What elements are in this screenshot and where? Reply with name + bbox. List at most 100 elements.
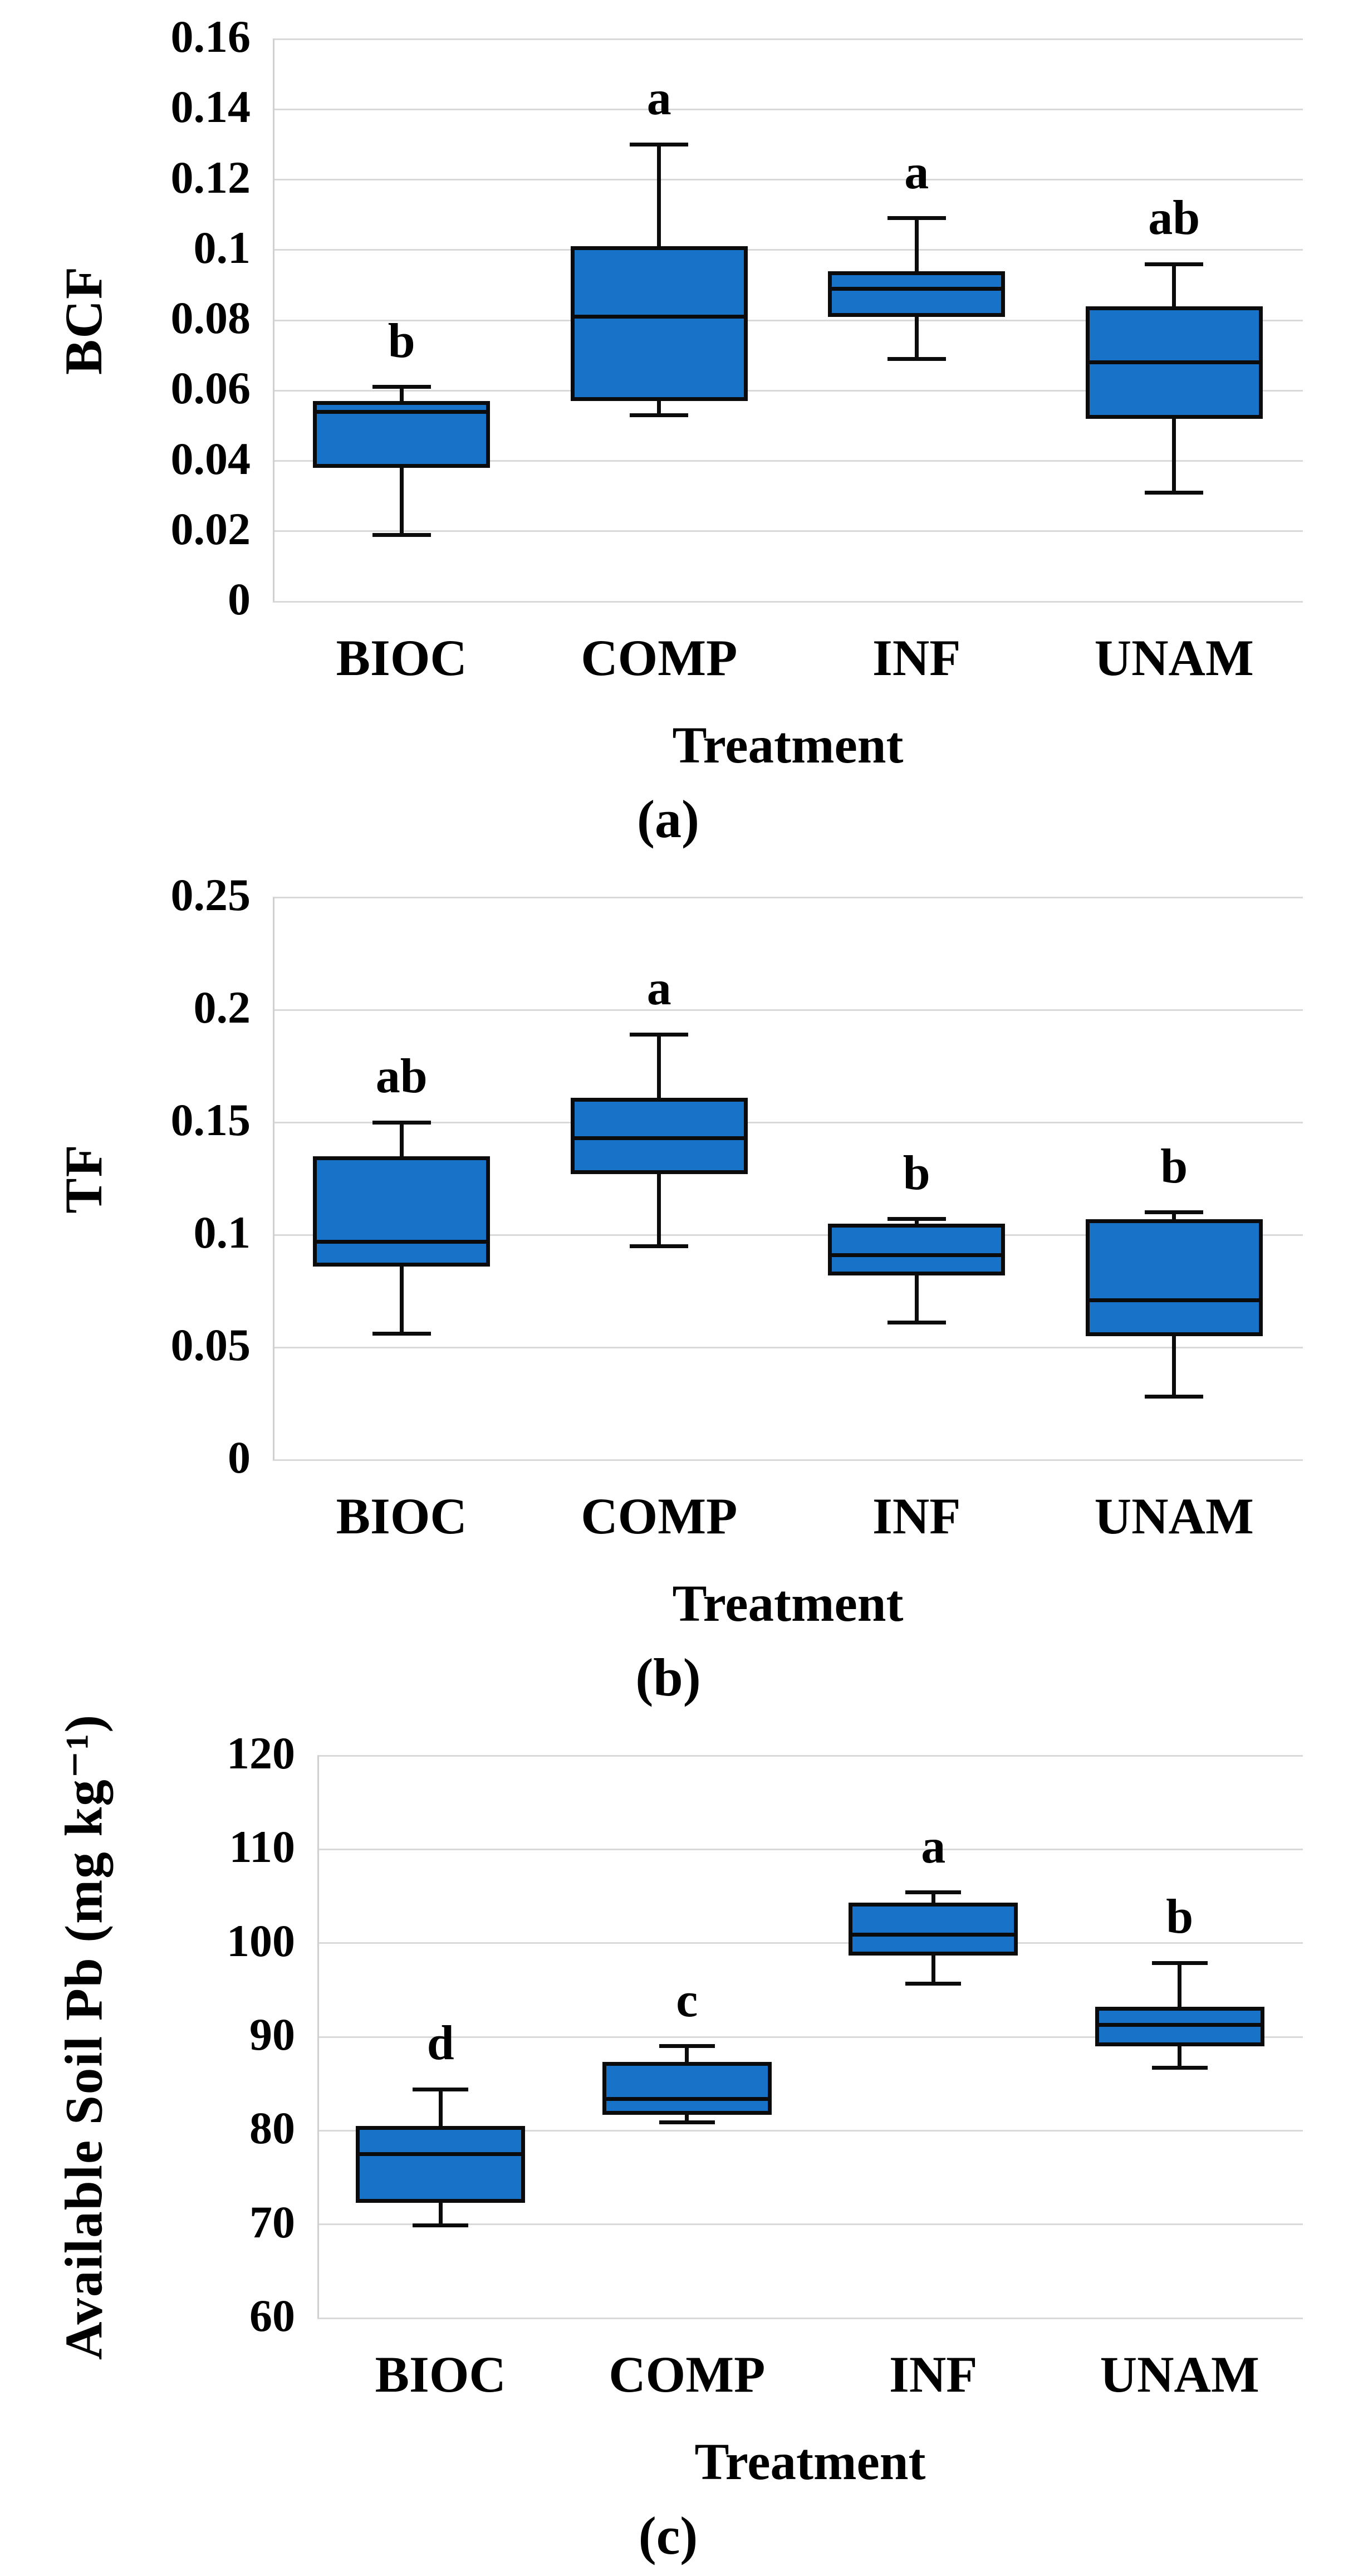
panel-c: Available Soil Pb (mg kg⁻¹) 120 110 100 90 8… — [0, 1714, 1368, 2576]
plot-area-a: 0.16 0.14 0.12 0.1 0.08 0.06 0.04 0.02 0 b BIOC a CO… — [171, 11, 1303, 686]
whisker-top-cap — [630, 142, 689, 146]
x-tick-label-inf: INF — [872, 1488, 961, 1544]
box-inf — [828, 271, 1006, 317]
whisker-bottom-line — [657, 1174, 661, 1247]
y-tick-label: 0.14 — [170, 81, 251, 133]
whisker-top-line — [399, 387, 404, 402]
y-tick-label: 0.16 — [170, 11, 251, 62]
whisker-bottom-cap — [413, 2223, 469, 2227]
whisker-top-line — [438, 2089, 443, 2126]
box-inf — [828, 1223, 1006, 1275]
whisker-top-line — [931, 1892, 935, 1903]
x-tick-label-comp: COMP — [581, 629, 738, 686]
y-tick-label: 0.02 — [170, 503, 251, 554]
whisker-bottom-cap — [659, 2120, 715, 2124]
y-tick-label: 0.12 — [170, 151, 251, 203]
x-axis-title-b: Treatment — [672, 1575, 904, 1632]
whisker-bottom-cap — [630, 413, 689, 417]
whisker-bottom-line — [914, 316, 919, 359]
plot-area-b: 0.25 0.2 0.15 0.1 0.05 0 ab BIOC a COMP b INF b UNAM — [171, 869, 1303, 1544]
x-tick-label-inf: INF — [889, 2346, 978, 2403]
whisker-bottom-cap — [887, 1321, 946, 1325]
y-tick-label: 110 — [229, 1821, 295, 1873]
whisker-bottom-cap — [905, 1981, 962, 1986]
whisker-bottom-cap — [1151, 2066, 1208, 2070]
significance-letter-inf: a — [904, 145, 929, 199]
gridline — [317, 1942, 1303, 1944]
x-tick-label-inf: INF — [872, 629, 961, 686]
x-tick-label-bioc: BIOC — [375, 2346, 506, 2403]
x-tick-label-bioc: BIOC — [336, 1488, 467, 1544]
panel-caption-b: (b) — [635, 1648, 701, 1707]
whisker-top-cap — [372, 385, 431, 389]
y-axis-line — [317, 1756, 319, 2318]
x-axis-title-a: Treatment — [672, 717, 904, 774]
gridline — [273, 249, 1303, 251]
box-comp — [570, 1097, 748, 1174]
y-axis-title-b: TF — [54, 1143, 113, 1214]
whisker-top-line — [1178, 1963, 1182, 2007]
median-line-unam — [1085, 1298, 1263, 1302]
whisker-bottom-line — [399, 468, 404, 535]
significance-letter-comp: a — [646, 961, 671, 1016]
median-line-unam — [1085, 360, 1263, 365]
significance-letter-unam: b — [1160, 1139, 1188, 1194]
y-axis-line — [273, 39, 274, 602]
median-line-comp — [570, 1136, 748, 1140]
whisker-bottom-line — [914, 1275, 919, 1323]
whisker-top-cap — [1145, 262, 1204, 266]
panel-caption-c: (c) — [638, 2506, 698, 2565]
significance-letter-inf: a — [921, 1819, 946, 1874]
gridline — [273, 108, 1303, 110]
whisker-top-cap — [1145, 1210, 1204, 1215]
whisker-bottom-line — [1172, 1336, 1176, 1397]
x-tick-label-unam: UNAM — [1100, 2346, 1259, 2403]
significance-letter-unam: b — [1166, 1890, 1194, 1944]
y-tick-label: 0.08 — [170, 292, 251, 344]
significance-letter-bioc: ab — [375, 1049, 428, 1103]
gridline — [273, 179, 1303, 180]
whisker-top-line — [399, 1122, 404, 1156]
box-comp — [602, 2062, 772, 2115]
whisker-top-line — [914, 1219, 919, 1224]
gridline — [317, 2036, 1303, 2038]
median-line-inf — [849, 1933, 1018, 1937]
y-tick-label: 0.25 — [170, 869, 251, 921]
whisker-bottom-cap — [630, 1244, 689, 1248]
x-tick-label-unam: UNAM — [1094, 629, 1254, 686]
y-axis-title-a: BCF — [54, 266, 113, 375]
whisker-top-cap — [372, 1120, 431, 1125]
y-tick-label: 70 — [249, 2196, 295, 2247]
x-tick-label-comp: COMP — [609, 2346, 766, 2403]
median-line-unam — [1095, 2022, 1264, 2027]
median-line-bioc — [356, 2152, 526, 2156]
x-tick-label-unam: UNAM — [1094, 1488, 1254, 1544]
y-tick-label: 0.1 — [193, 222, 251, 273]
whisker-top-cap — [905, 1890, 962, 1895]
whisker-bottom-cap — [1145, 1395, 1204, 1399]
x-tick-label-bioc: BIOC — [336, 629, 467, 686]
y-tick-label: 60 — [249, 2290, 295, 2342]
whisker-bottom-cap — [887, 356, 946, 361]
whisker-top-cap — [887, 1217, 946, 1221]
significance-letter-inf: b — [903, 1146, 930, 1200]
whisker-bottom-line — [657, 401, 661, 416]
median-line-inf — [828, 1253, 1006, 1257]
whisker-bottom-line — [1172, 418, 1176, 493]
whisker-top-cap — [630, 1032, 689, 1037]
y-tick-label: 0.05 — [170, 1319, 251, 1371]
y-tick-label: 0 — [228, 1432, 251, 1483]
y-tick-label: 0.06 — [170, 363, 251, 414]
gridline — [273, 600, 1303, 603]
y-tick-label: 90 — [249, 2009, 295, 2060]
whisker-top-line — [1172, 1212, 1176, 1219]
whisker-top-line — [657, 144, 661, 247]
gridline — [317, 1754, 1303, 1757]
whisker-top-line — [685, 2046, 689, 2062]
gridline — [273, 1459, 1303, 1461]
y-tick-label: 0.2 — [193, 982, 251, 1033]
panel-caption-a: (a) — [637, 789, 699, 849]
plot-area-c: 120 110 100 90 80 70 60 d BIOC c COMP a INF b UNAM — [227, 1728, 1303, 2403]
significance-letter-comp: c — [676, 1973, 698, 2027]
whisker-top-cap — [659, 2044, 715, 2049]
